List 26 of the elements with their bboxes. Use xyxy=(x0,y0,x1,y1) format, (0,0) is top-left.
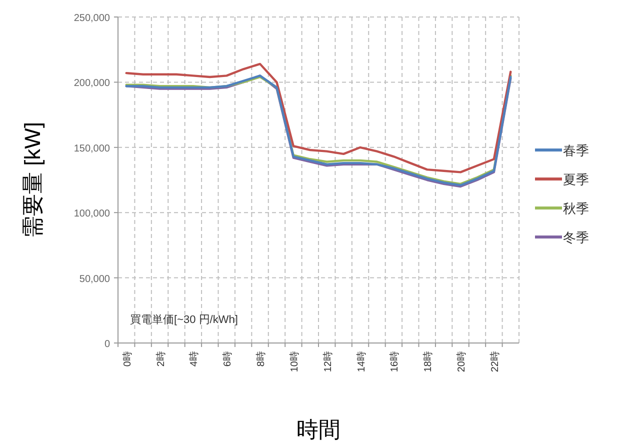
line-series xyxy=(125,62,512,174)
legend-label: 秋季 xyxy=(563,201,589,216)
x-tick-label: 16時 xyxy=(388,351,401,372)
x-tick-label: 20時 xyxy=(456,351,468,372)
annotation: 買電単価[~30 円/kWh] xyxy=(130,314,238,326)
x-tick-label: 14時 xyxy=(355,351,368,372)
y-tick-label: 50,000 xyxy=(79,274,110,285)
x-tick-label: 8時 xyxy=(255,351,268,367)
x-tick-label: 6時 xyxy=(222,351,234,367)
x-tick-label: 4時 xyxy=(188,351,200,367)
legend-label: 夏季 xyxy=(563,172,589,187)
y-axis-title: 需要量 [kW] xyxy=(20,122,45,238)
x-tick-label: 22時 xyxy=(488,351,501,372)
x-tick-label: 0時 xyxy=(121,351,134,367)
y-tick-label: 0 xyxy=(104,339,110,350)
x-tick-label: 18時 xyxy=(422,351,434,372)
x-axis-title: 時間 xyxy=(296,417,340,441)
y-tick-label: 200,000 xyxy=(74,78,110,90)
y-tick-label: 100,000 xyxy=(74,208,110,220)
y-tick-label: 250,000 xyxy=(74,13,110,24)
legend-label: 冬季 xyxy=(563,230,589,245)
x-tick-label: 2時 xyxy=(154,351,167,367)
x-tick-label: 12時 xyxy=(322,351,334,372)
y-tick-label: 150,000 xyxy=(74,143,110,154)
legend-label: 春季 xyxy=(563,143,589,158)
x-tick-label: 10時 xyxy=(288,351,300,372)
